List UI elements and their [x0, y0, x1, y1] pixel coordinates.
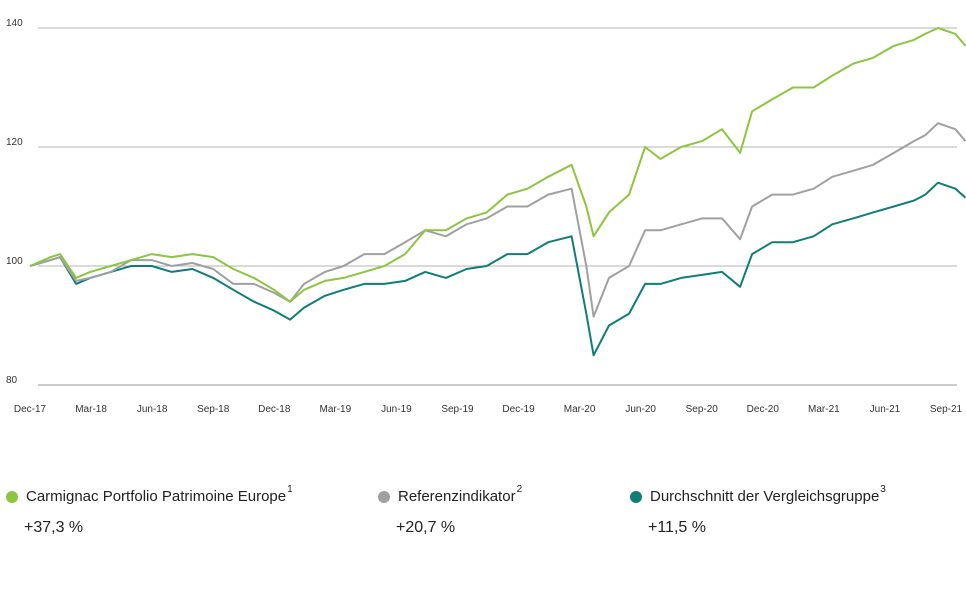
legend-label-vergleichsgruppe: Durchschnitt der Vergleichsgruppe — [650, 488, 880, 505]
y-tick-label: 80 — [6, 375, 18, 386]
legend-dot-referenz — [378, 490, 390, 503]
x-tick-label: Dec-17 — [14, 404, 47, 415]
y-tick-label: 100 — [6, 256, 23, 267]
legend-dot-vergleichsgruppe — [630, 490, 642, 503]
y-axis-ticks: 80 100 120 140 — [6, 18, 23, 386]
legend-label-carmignac: Carmignac Portfolio Patrimoine Europe — [26, 488, 287, 505]
legend-label-referenz: Referenzindikator — [398, 488, 516, 505]
x-tick-label: Dec-19 — [502, 404, 535, 415]
series-line-0 — [29, 27, 966, 303]
x-tick-label: Jun-18 — [137, 404, 168, 415]
legend-item-carmignac: Carmignac Portfolio Patrimoine Europe 1 +… — [6, 484, 346, 537]
legend-item-referenz: Referenzindikator 2 +20,7 % — [378, 484, 618, 537]
legend-value-carmignac: +37,3 % — [24, 519, 84, 536]
series-line-2 — [29, 181, 966, 357]
x-tick-label: Jun-20 — [625, 404, 656, 415]
y-tick-label: 140 — [6, 18, 23, 29]
x-tick-label: Dec-20 — [747, 404, 780, 415]
series-line-1 — [29, 122, 966, 318]
x-tick-label: Mar-18 — [75, 404, 107, 415]
x-tick-label: Sep-19 — [441, 404, 474, 415]
x-tick-label: Mar-20 — [564, 404, 596, 415]
legend-footnote-vergleichsgruppe: 3 — [880, 484, 886, 495]
x-tick-label: Sep-21 — [930, 404, 963, 415]
x-tick-label: Sep-20 — [686, 404, 719, 415]
legend-value-vergleichsgruppe: +11,5 % — [648, 519, 706, 536]
x-axis-ticks: Dec-17 Mar-18 Jun-18 Sep-18 Dec-18 Mar-19 Jun-… — [14, 404, 963, 415]
legend-item-vergleichsgruppe: Durchschnitt der Vergleichsgruppe 3 +11,5… — [630, 484, 950, 537]
series-lines — [29, 27, 966, 357]
legend-dot-carmignac — [6, 490, 18, 503]
x-tick-label: Dec-18 — [258, 404, 291, 415]
x-tick-label: Mar-19 — [319, 404, 351, 415]
grid-lines — [38, 27, 957, 386]
x-tick-label: Jun-19 — [381, 404, 412, 415]
x-tick-label: Jun-21 — [870, 404, 901, 415]
x-tick-label: Sep-18 — [197, 404, 230, 415]
x-tick-label: Mar-21 — [808, 404, 840, 415]
y-tick-label: 120 — [6, 137, 23, 148]
legend-value-referenz: +20,7 % — [396, 519, 456, 536]
legend-footnote-carmignac: 1 — [287, 484, 293, 495]
legend-footnote-referenz: 2 — [516, 484, 523, 495]
